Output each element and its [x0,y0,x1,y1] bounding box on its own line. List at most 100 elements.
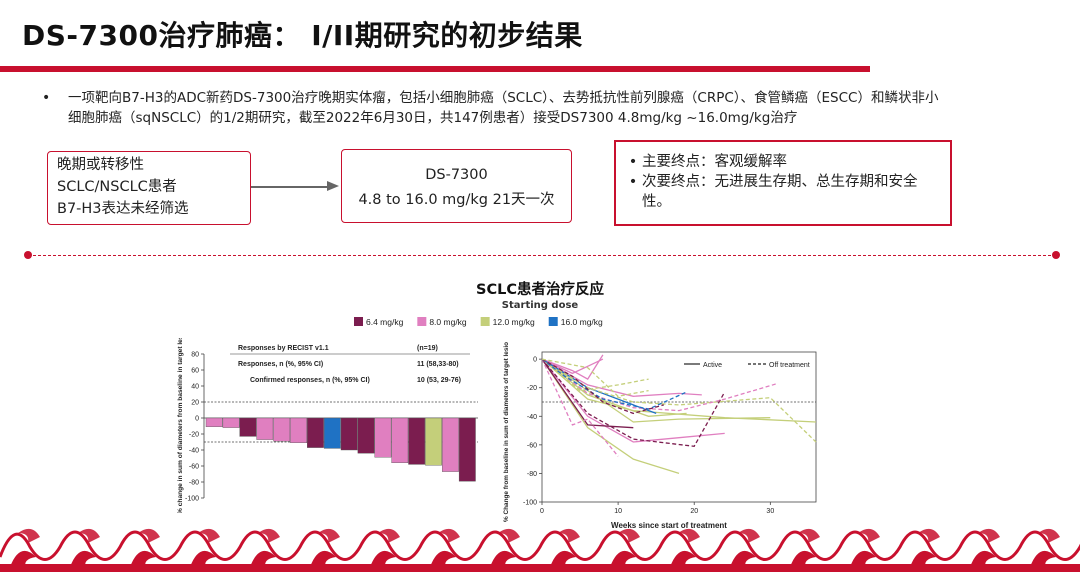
footer-base-band [0,564,1080,572]
divider-dot-right [1052,251,1060,259]
spider-ytick-label: -60 [527,442,537,449]
waterfall-bar [408,417,426,465]
footer-curl-small [918,528,940,543]
spider-line-off-treatment [541,358,649,397]
waterfall-bar [256,417,274,440]
spider-y-label: % Change from baseline in sum of diamete… [503,342,510,522]
waterfall-bar [205,417,223,428]
endpoint-primary-text: 主要终点：客观缓解率 [642,154,787,170]
spider-line-active [541,358,634,429]
waterfall-ytick-label: -20 [189,432,199,439]
patient-box: 晚期或转移性 SCLC/NSCLC患者 B7-H3表达未经筛选 [47,151,251,225]
footer-curl-small [498,528,520,543]
legend-swatch-0 [354,317,363,326]
patient-line-1: 晚期或转移性 [57,157,144,173]
waterfall-bar [323,417,341,449]
spider-line-off-treatment [541,358,779,412]
legend-label-2: 12.0 mg/kg [493,317,535,327]
waterfall-ytick-label: -60 [189,464,199,471]
waterfall-bar [442,417,459,472]
legend-label-1: 8.0 mg/kg [429,317,467,327]
waterfall-bar [357,417,375,454]
footer-curl-small [18,528,40,543]
spider-ytick-label: -20 [527,385,537,392]
endpoints-box: • 主要终点：客观缓解率 • 次要终点：无进展生存期、总生存期和安全性。 [614,140,952,226]
waterfall-ytick-label: 20 [191,400,199,407]
waterfall-ytick-label: -100 [185,496,199,503]
spider-xtick-label: 20 [690,508,698,515]
treatment-drug: DS-7300 [425,167,488,183]
treatment-box: DS-7300 4.8 to 16.0 mg/kg 21天一次 [341,149,572,223]
title-underline [0,66,870,72]
waterfall-bar [239,417,257,437]
spider-xtick-label: 0 [540,508,544,515]
legend-title: Starting dose [501,300,579,311]
footer-curl-small [558,528,580,543]
spider-legend-off: Off treatment [769,362,810,369]
spider-ytick-label: 0 [533,357,537,364]
divider-dot-left [24,251,32,259]
footer-curl-small [618,528,640,543]
waterfall-ytick-label: 0 [195,416,199,423]
dose-legend: 6.4 mg/kg 8.0 mg/kg 12.0 mg/kg 16.0 mg/kg [354,317,603,327]
spider-ytick-label: -40 [527,414,537,421]
spider-line-off-treatment [541,358,817,443]
page-title: DS-7300治疗肺癌： I/II期研究的初步结果 [22,19,583,52]
waterfall-bar [374,417,392,458]
table-row-responses: Responses, n (%, 95% CI) [238,361,323,368]
spider-line-active [541,358,604,375]
table-value-confirmed: 10 (53, 29-76) [417,377,461,384]
footer-wave-line [0,530,1080,561]
spider-ytick-label: -80 [527,471,537,478]
waterfall-y-label: Best % change in sum of diameters from b… [177,338,184,513]
footer-curl-small [978,528,1000,543]
spider-line-active [541,358,680,475]
table-header-n: (n=19) [417,345,438,352]
section-divider [28,255,1056,256]
legend-swatch-1 [417,317,427,326]
spider-legend-active: Active [703,362,722,369]
spider-xtick-label: 30 [766,508,774,515]
waterfall-ytick-label: -80 [189,480,199,487]
table-value-responses: 11 (58,33-80) [417,361,459,368]
spider-x-label: Weeks since start of treatment [611,521,727,530]
endpoint-bullet: • [628,174,638,190]
legend-swatch-3 [548,317,558,326]
footer-curl-small [798,528,820,543]
legend-swatch-2 [480,317,490,326]
intro-text: 一项靶向B7-H3的ADC新药DS-7300治疗晚期实体瘤，包括小细胞肺癌（SC… [68,90,939,126]
footer-curl-small [198,528,220,543]
spider-line-active [541,358,725,443]
spider-line-off-treatment [541,358,619,457]
spider-frame [541,351,817,503]
spider-line-off-treatment [541,358,687,410]
waterfall-bar [307,417,324,448]
patient-line-2: SCLC/NSCLC患者 [57,179,177,195]
waterfall-bar [290,417,307,443]
footer-curl-small [738,528,760,543]
flow-arrow-line [251,186,329,188]
legend-label-0: 6.4 mg/kg [366,317,404,327]
treatment-dose: 4.8 to 16.0 mg/kg 21天一次 [358,192,555,208]
spider-line-off-treatment [541,358,649,392]
footer-curl-small [858,528,880,543]
endpoint-secondary: • 次要终点：无进展生存期、总生存期和安全性。 [624,172,942,212]
footer-curl-small [138,528,160,543]
waterfall-ytick-label: -40 [189,448,199,455]
endpoint-primary: • 主要终点：客观缓解率 [624,152,942,172]
waterfall-bar [391,417,409,463]
spider-xtick-label: 10 [614,508,622,515]
waterfall-bar [425,417,442,466]
spider-line-off-treatment [541,358,664,415]
waterfall-bar [222,417,240,428]
patient-line-3: B7-H3表达未经筛选 [57,201,189,217]
waterfall-ytick-label: 40 [191,384,199,391]
spider-line-off-treatment [541,358,726,447]
footer-curl-small [378,528,400,543]
flow-arrow-head [327,181,339,191]
footer-curl-small [1038,528,1060,543]
footer-curl-small [318,528,340,543]
spider-ytick-label: -100 [523,500,537,507]
